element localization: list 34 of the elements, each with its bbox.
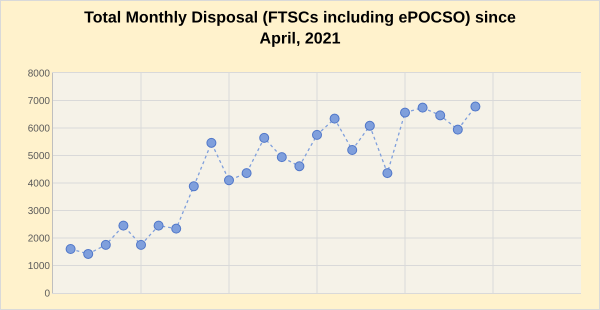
point [382,168,392,178]
point [452,124,463,135]
point [171,224,182,234]
point [66,244,76,254]
point [330,114,340,124]
point [312,130,322,140]
point [100,240,111,250]
y-tick-label: 0 [44,288,50,300]
point [136,240,146,250]
y-tick-label: 8000 [28,68,50,80]
y-tick-label: 7000 [28,96,50,107]
point [188,181,199,192]
point [400,108,410,118]
point [154,220,164,231]
y-tick-label: 6000 [28,124,50,134]
point [294,161,304,172]
point [224,175,234,186]
point [470,102,480,112]
point [276,152,287,162]
point [206,138,216,148]
point [347,145,358,155]
point [83,248,94,259]
point [435,110,446,120]
point [418,102,428,113]
y-tick-label: 1000 [28,261,50,272]
point [242,168,252,178]
y-tick-label: 5000 [28,151,50,162]
point [118,220,128,231]
y-tick-label: 2000 [28,234,50,244]
point [364,120,375,131]
chart-title: Total Monthly Disposal (FTSCs including ePOCSO) since April, 2021 [84,10,516,48]
y-tick-label: 3000 [28,206,50,217]
point [259,132,270,143]
y-tick-label: 4000 [28,178,50,190]
